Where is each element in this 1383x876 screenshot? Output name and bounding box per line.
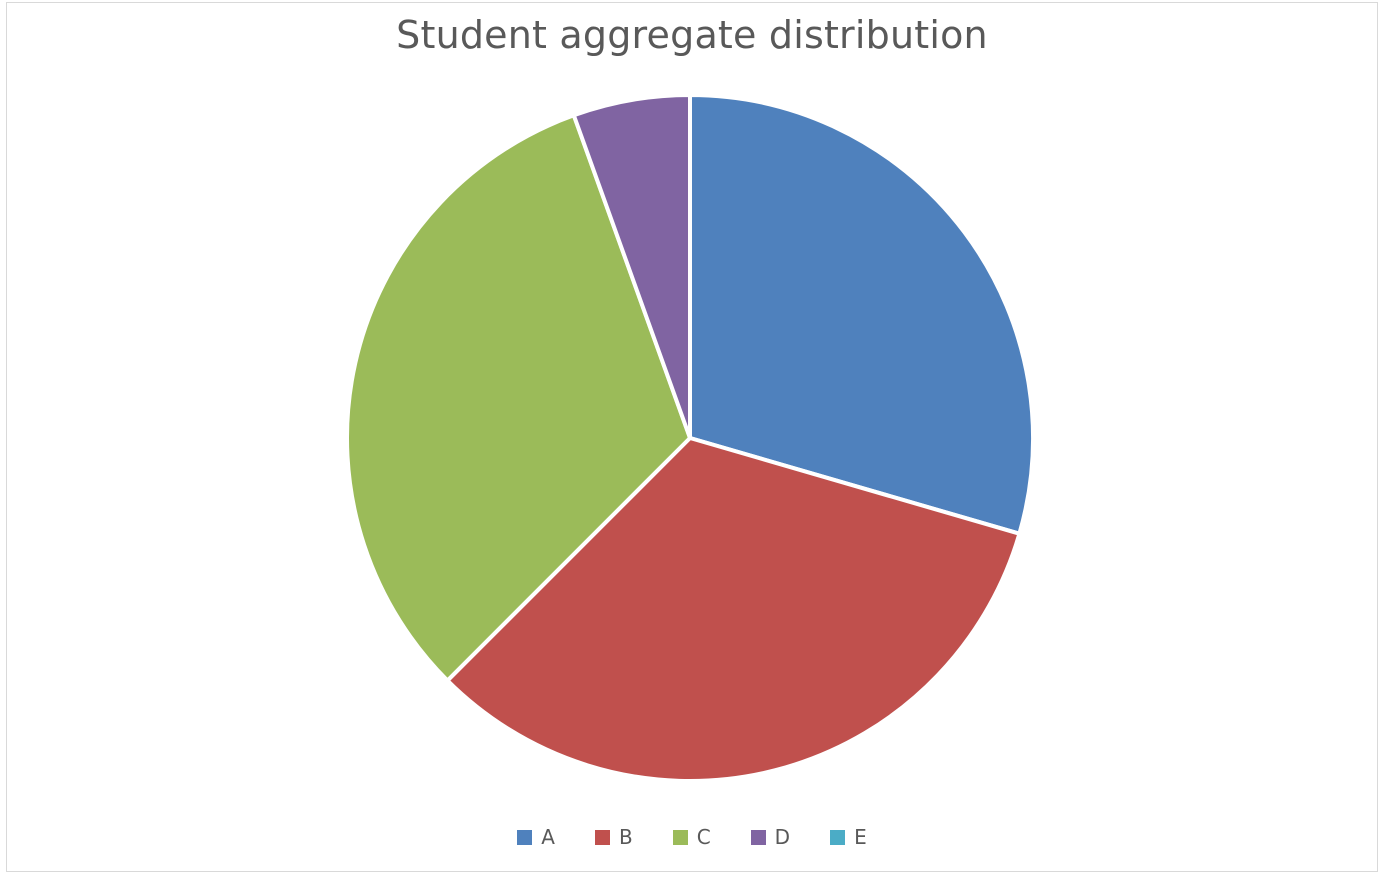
legend-swatch-b	[594, 829, 610, 845]
chart-title: Student aggregate distribution	[396, 13, 988, 57]
legend-swatch-e	[830, 829, 846, 845]
pie-slice-a	[688, 93, 1035, 536]
legend-label-a: A	[541, 825, 555, 849]
legend-item-e: E	[830, 825, 867, 849]
chart-legend: A B C D E	[7, 825, 1377, 849]
legend-label-b: B	[618, 825, 633, 849]
legend-swatch-c	[672, 829, 688, 845]
legend-swatch-a	[517, 829, 533, 845]
legend-item-c: C	[672, 825, 711, 849]
pie-slice-b	[445, 436, 1022, 783]
pie-slice-d	[571, 93, 692, 440]
legend-item-d: D	[750, 825, 791, 849]
legend-label-d: D	[774, 825, 791, 849]
legend-label-e: E	[854, 825, 867, 849]
legend-label-c: C	[696, 825, 711, 849]
legend-swatch-d	[750, 829, 766, 845]
legend-item-b: B	[594, 825, 633, 849]
legend-item-a: A	[517, 825, 555, 849]
pie-slice-c	[345, 113, 692, 683]
